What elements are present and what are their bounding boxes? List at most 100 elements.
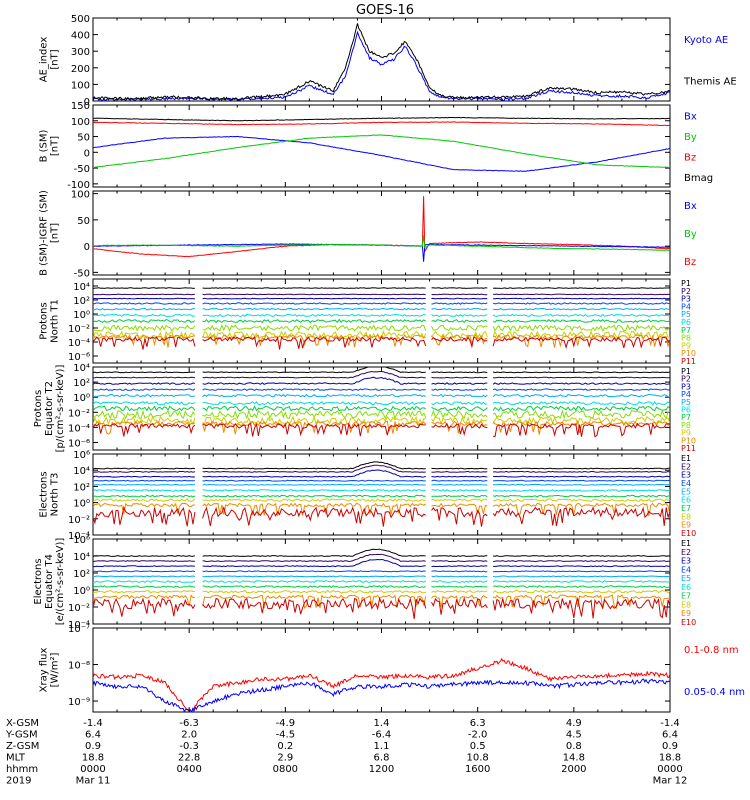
legend-p8: P8 bbox=[681, 334, 691, 343]
series-e9 bbox=[93, 502, 670, 517]
legend-p9: P9 bbox=[681, 341, 691, 350]
legend-p5: P5 bbox=[681, 398, 691, 407]
legend-0-05-0-4-nm: 0.05-0.4 nm bbox=[684, 687, 745, 698]
ytick-label: 10⁰ bbox=[73, 310, 90, 321]
ylabel: Xray flux bbox=[39, 648, 50, 693]
series-p5 bbox=[93, 393, 670, 398]
ylabel: [W/m²] bbox=[50, 652, 61, 687]
series-e3 bbox=[93, 558, 670, 568]
series-p2 bbox=[93, 293, 670, 296]
legend-bz: Bz bbox=[684, 257, 696, 268]
series-e3 bbox=[93, 469, 670, 478]
legend-e10: E10 bbox=[681, 529, 696, 538]
axis-cell: 6.8 bbox=[374, 753, 390, 764]
legend-p6: P6 bbox=[681, 406, 691, 415]
series-bz bbox=[93, 121, 670, 127]
series-0-1-0-8-nm bbox=[93, 657, 670, 712]
legend-bx: Bx bbox=[684, 111, 697, 122]
axis-cell: 6.3 bbox=[470, 718, 486, 729]
series-themis-ae bbox=[93, 23, 670, 101]
ytick-label: 10⁶ bbox=[73, 535, 90, 546]
series-bmag bbox=[93, 116, 670, 122]
ytick-label: 400 bbox=[71, 31, 90, 42]
legend-e8: E8 bbox=[681, 512, 691, 521]
series-p9 bbox=[93, 415, 670, 426]
ylabel: North T1 bbox=[50, 299, 61, 343]
series-p8 bbox=[93, 409, 670, 420]
ylabel: AE_index bbox=[39, 37, 50, 83]
legend-e4: E4 bbox=[681, 479, 691, 488]
axis-cell: -2.0 bbox=[468, 730, 488, 741]
ytick-label: 10⁶ bbox=[73, 450, 90, 461]
legend-kyoto-ae: Kyoto AE bbox=[684, 35, 728, 46]
series-p6 bbox=[93, 313, 670, 318]
series-bx bbox=[93, 135, 670, 172]
plot-area bbox=[93, 367, 670, 438]
ytick-label: 10⁴ bbox=[73, 363, 90, 374]
axis-cell: 4.9 bbox=[566, 718, 582, 729]
series-e6 bbox=[93, 580, 670, 583]
ytick-label: -100 bbox=[67, 180, 90, 191]
series-e2 bbox=[93, 464, 670, 473]
axis-cell: 6.4 bbox=[662, 730, 678, 741]
ytick-label: 300 bbox=[71, 47, 90, 58]
legend-e5: E5 bbox=[681, 487, 691, 496]
axis-cell: 1.1 bbox=[374, 741, 390, 752]
axis-cell: -1.4 bbox=[83, 718, 103, 729]
axis-cell: 4.5 bbox=[566, 730, 582, 741]
axis-cell: 18.8 bbox=[659, 753, 681, 764]
ylabel: Protons bbox=[33, 390, 44, 427]
time-axis-table: X-GSM -1.4 -6.3 -4.9 1.4 6.3 4.9 -1.4 Y-GSM 6.4 2.… bbox=[5, 718, 687, 787]
ytick-label: 10² bbox=[73, 482, 90, 493]
ytick-label: 10² bbox=[73, 569, 90, 580]
legend-e7: E7 bbox=[681, 592, 691, 601]
ytick-label: 10⁴ bbox=[73, 282, 90, 293]
ylabel: Equator T2 bbox=[44, 381, 55, 436]
axis-cell: 1200 bbox=[369, 764, 394, 775]
legend-by: By bbox=[684, 229, 697, 240]
ytick-label: 150 bbox=[71, 101, 90, 112]
series-p4 bbox=[93, 388, 670, 391]
legend-p7: P7 bbox=[681, 326, 691, 335]
legend-0-1-0-8-nm: 0.1-0.8 nm bbox=[684, 645, 739, 656]
series-by bbox=[93, 134, 670, 169]
legend-p9: P9 bbox=[681, 429, 691, 438]
plot-area bbox=[93, 23, 670, 101]
axis-cell: 1600 bbox=[465, 764, 490, 775]
ytick-label: 10² bbox=[73, 296, 90, 307]
axis-cell: 0.9 bbox=[85, 741, 101, 752]
plot-area bbox=[93, 116, 670, 172]
axis-cell: 22.8 bbox=[178, 753, 200, 764]
legend-p4: P4 bbox=[681, 390, 691, 399]
legend-by: By bbox=[684, 132, 697, 143]
axis-row-label: MLT bbox=[6, 753, 26, 764]
legend-p1: P1 bbox=[681, 279, 691, 288]
series-p3 bbox=[93, 297, 670, 300]
ytick-label: 10⁻² bbox=[68, 515, 90, 526]
ylabel: [e/(cm²-s-sr-keV)] bbox=[55, 538, 66, 626]
ylabel: B (SM) bbox=[39, 129, 50, 162]
plot-area bbox=[93, 196, 670, 262]
series-e6 bbox=[93, 489, 670, 492]
axis-cell: -6.3 bbox=[179, 718, 199, 729]
legend-p5: P5 bbox=[681, 310, 691, 319]
ytick-label: 0 bbox=[84, 242, 90, 253]
ytick-label: 100 bbox=[71, 80, 90, 91]
legend-e8: E8 bbox=[681, 600, 691, 609]
legend-p3: P3 bbox=[681, 295, 691, 304]
series-p7 bbox=[93, 405, 670, 412]
legend-e9: E9 bbox=[681, 521, 691, 530]
legend-e7: E7 bbox=[681, 504, 691, 513]
ytick-label: 10⁻⁴ bbox=[68, 531, 90, 542]
legend-p10: P10 bbox=[681, 436, 696, 445]
ytick-label: 10⁻⁴ bbox=[68, 620, 90, 631]
legend-e2: E2 bbox=[681, 462, 691, 471]
panel-frame bbox=[92, 17, 671, 102]
ytick-label: 10⁴ bbox=[73, 552, 90, 563]
series-p7 bbox=[93, 318, 670, 324]
series-e5 bbox=[93, 575, 670, 578]
panel-1: AE_index [nT] 0 100 200 300 400 500 Kyoto AE Them… bbox=[39, 14, 737, 108]
panel-7: Electrons Equator T4 [e/(cm²-s-sr-keV)]10⁻… bbox=[33, 535, 696, 631]
